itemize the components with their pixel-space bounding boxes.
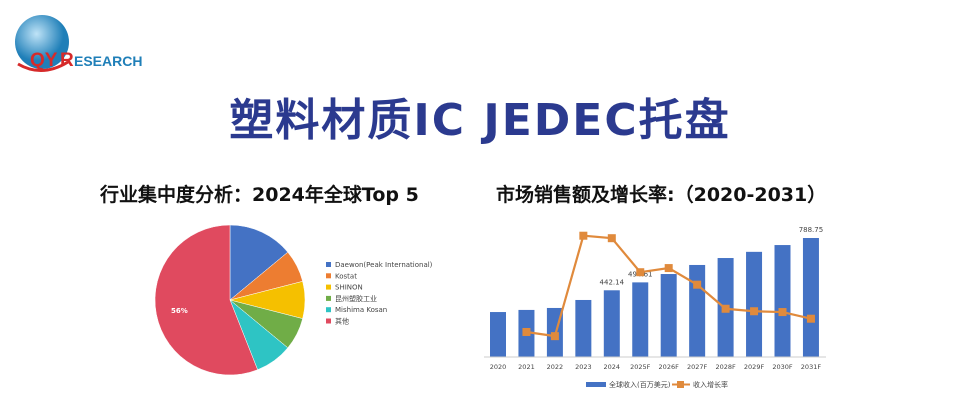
line-marker — [579, 231, 588, 240]
legend-label: 其他 — [335, 317, 349, 326]
pie-chart-title: 行业集中度分析：2024年全球Top 5 — [100, 184, 419, 206]
qyresearch-logo: QY R ESEARCH — [15, 15, 142, 72]
bar — [746, 251, 763, 357]
bar — [774, 245, 791, 357]
svg-text:QY: QY — [30, 50, 58, 71]
x-tick-label: 2020 — [490, 363, 507, 371]
line-marker — [550, 332, 559, 341]
data-label: 442.14 — [600, 278, 625, 286]
legend-swatch — [326, 273, 331, 279]
legend-label: 收入增长率 — [693, 380, 728, 389]
legend-swatch — [326, 307, 331, 313]
legend-marker — [677, 381, 684, 388]
line-marker — [607, 234, 616, 243]
x-tick-label: 2029F — [744, 363, 765, 371]
x-tick-label: 2031F — [801, 363, 822, 371]
svg-text:ESEARCH: ESEARCH — [74, 53, 142, 69]
legend-label: 全球收入(百万美元) — [609, 380, 671, 389]
x-tick-label: 2030F — [772, 363, 793, 371]
legend-label: Kostat — [335, 272, 357, 280]
line-marker — [806, 314, 815, 323]
x-tick-label: 2028F — [715, 363, 736, 371]
bar — [802, 238, 819, 357]
line-marker — [750, 307, 759, 316]
legend-label: Mishima Kosan — [335, 306, 387, 314]
bar — [689, 264, 706, 357]
x-tick-label: 2024 — [604, 363, 621, 371]
legend-swatch — [326, 318, 331, 324]
line-marker — [664, 264, 673, 273]
bar — [660, 274, 677, 357]
page-title: 塑料材质IC JEDEC托盘 — [229, 95, 731, 146]
legend-label: Daewon(Peak International) — [335, 261, 433, 269]
legend-swatch — [326, 262, 331, 267]
bar — [632, 282, 649, 357]
line-marker — [522, 327, 531, 336]
x-tick-label: 2022 — [547, 363, 564, 371]
x-tick-label: 2026F — [659, 363, 680, 371]
pie-slice — [229, 224, 289, 301]
x-tick-label: 2021 — [518, 363, 535, 371]
bar — [490, 312, 506, 357]
data-label: 788.75 — [799, 226, 824, 234]
legend-swatch — [326, 295, 331, 301]
x-tick-label: 2025F — [630, 363, 651, 371]
legend-swatch — [586, 382, 606, 387]
legend-label: SHINON — [335, 284, 363, 292]
line-marker — [721, 304, 730, 313]
legend-swatch — [326, 284, 331, 290]
data-label: 56% — [171, 307, 188, 315]
bar — [575, 299, 592, 357]
line-marker — [693, 280, 702, 289]
legend-label: 昆州塑胶工业 — [335, 294, 377, 303]
svg-text:R: R — [60, 50, 74, 71]
line-marker — [636, 268, 645, 277]
pie-slice — [154, 224, 258, 376]
x-tick-label: 2023 — [575, 363, 592, 371]
bar — [603, 290, 620, 357]
bar-chart-title: 市场销售额及增长率:（2020-2031） — [496, 184, 827, 206]
line-marker — [778, 308, 787, 317]
x-tick-label: 2027F — [687, 363, 708, 371]
